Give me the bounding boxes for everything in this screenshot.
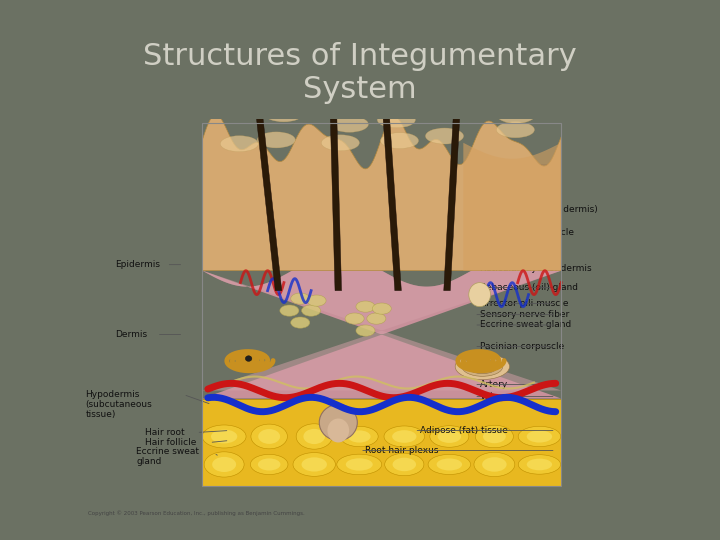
Ellipse shape bbox=[527, 458, 552, 470]
Ellipse shape bbox=[372, 303, 391, 314]
Text: System: System bbox=[303, 75, 417, 104]
Text: Meissner's corpuscle: Meissner's corpuscle bbox=[480, 228, 574, 237]
Text: Hypodermis
(subcutaneous
tissue): Hypodermis (subcutaneous tissue) bbox=[86, 390, 152, 420]
Ellipse shape bbox=[475, 425, 513, 448]
Ellipse shape bbox=[220, 136, 258, 152]
Text: Pacinian corpuscle: Pacinian corpuscle bbox=[480, 342, 564, 351]
Ellipse shape bbox=[330, 116, 369, 132]
Text: Epidermis: Epidermis bbox=[115, 260, 161, 269]
Ellipse shape bbox=[366, 313, 386, 324]
Ellipse shape bbox=[302, 305, 320, 316]
Text: Artery: Artery bbox=[480, 380, 508, 389]
Ellipse shape bbox=[392, 430, 416, 443]
Text: Hair root: Hair root bbox=[145, 428, 185, 437]
Ellipse shape bbox=[430, 426, 469, 447]
Ellipse shape bbox=[258, 458, 281, 470]
Text: Hair follicle: Hair follicle bbox=[145, 438, 197, 447]
Polygon shape bbox=[464, 143, 561, 271]
Ellipse shape bbox=[211, 430, 238, 443]
Ellipse shape bbox=[319, 404, 357, 441]
Ellipse shape bbox=[356, 301, 375, 312]
Ellipse shape bbox=[377, 112, 415, 128]
Polygon shape bbox=[444, 0, 467, 291]
Ellipse shape bbox=[518, 455, 561, 474]
Ellipse shape bbox=[483, 430, 505, 443]
Ellipse shape bbox=[384, 453, 424, 476]
Polygon shape bbox=[202, 255, 561, 390]
Ellipse shape bbox=[346, 458, 373, 471]
Text: Root hair plexus: Root hair plexus bbox=[366, 446, 439, 455]
Polygon shape bbox=[327, 3, 341, 291]
Text: Sebaceous (oil) gland: Sebaceous (oil) gland bbox=[480, 283, 577, 292]
Text: Dermal papillae
(papillary layer of dermis): Dermal papillae (papillary layer of derm… bbox=[480, 195, 598, 214]
Ellipse shape bbox=[303, 429, 325, 444]
Ellipse shape bbox=[302, 457, 327, 471]
Ellipse shape bbox=[280, 305, 299, 316]
Ellipse shape bbox=[321, 135, 359, 151]
Ellipse shape bbox=[348, 430, 371, 443]
Text: Adipose (fat) tissue: Adipose (fat) tissue bbox=[420, 426, 508, 435]
Ellipse shape bbox=[474, 453, 515, 477]
Ellipse shape bbox=[438, 430, 461, 443]
Text: Sweat pore: Sweat pore bbox=[480, 180, 531, 189]
Ellipse shape bbox=[497, 107, 535, 123]
Ellipse shape bbox=[345, 313, 364, 324]
Ellipse shape bbox=[482, 457, 507, 472]
Ellipse shape bbox=[455, 354, 510, 380]
Ellipse shape bbox=[392, 458, 416, 471]
Text: Free nerve ending: Free nerve ending bbox=[480, 252, 562, 261]
Text: Copyright © 2003 Pearson Education, Inc., publishing as Benjamin Cummings.: Copyright © 2003 Pearson Education, Inc.… bbox=[89, 511, 305, 516]
Polygon shape bbox=[244, 8, 282, 291]
Ellipse shape bbox=[436, 458, 462, 470]
Ellipse shape bbox=[526, 430, 552, 443]
Ellipse shape bbox=[307, 295, 326, 306]
Polygon shape bbox=[202, 399, 561, 487]
Ellipse shape bbox=[258, 429, 280, 444]
Text: Vein: Vein bbox=[480, 392, 499, 401]
Text: Structures of Integumentary: Structures of Integumentary bbox=[143, 42, 577, 71]
Ellipse shape bbox=[380, 133, 418, 149]
Ellipse shape bbox=[328, 418, 349, 442]
Ellipse shape bbox=[384, 426, 425, 447]
Ellipse shape bbox=[428, 455, 471, 475]
Polygon shape bbox=[202, 255, 561, 399]
Ellipse shape bbox=[202, 425, 246, 448]
Text: Sensory nerve fiber: Sensory nerve fiber bbox=[480, 310, 569, 319]
Ellipse shape bbox=[496, 122, 534, 138]
Ellipse shape bbox=[251, 454, 288, 475]
Polygon shape bbox=[202, 115, 561, 271]
Text: Hair shaft: Hair shaft bbox=[480, 160, 523, 169]
Ellipse shape bbox=[217, 102, 256, 117]
Ellipse shape bbox=[291, 293, 310, 304]
Ellipse shape bbox=[341, 426, 378, 447]
Ellipse shape bbox=[246, 356, 252, 361]
Ellipse shape bbox=[438, 102, 477, 117]
Ellipse shape bbox=[473, 362, 492, 371]
Polygon shape bbox=[376, 9, 401, 291]
Text: Reticular layer of dermis: Reticular layer of dermis bbox=[480, 264, 591, 273]
Ellipse shape bbox=[426, 128, 464, 144]
Ellipse shape bbox=[257, 132, 295, 148]
Ellipse shape bbox=[204, 452, 244, 477]
Ellipse shape bbox=[293, 453, 336, 476]
Ellipse shape bbox=[265, 106, 302, 122]
Ellipse shape bbox=[356, 325, 375, 336]
Ellipse shape bbox=[469, 282, 490, 307]
Text: Eccrine sweat
gland: Eccrine sweat gland bbox=[136, 447, 199, 466]
Ellipse shape bbox=[462, 357, 503, 376]
Ellipse shape bbox=[518, 427, 561, 447]
Ellipse shape bbox=[467, 360, 498, 374]
Ellipse shape bbox=[337, 454, 382, 475]
Ellipse shape bbox=[291, 317, 310, 328]
Text: Eccrine sweat gland: Eccrine sweat gland bbox=[480, 321, 571, 329]
Text: Arrector pili muscle: Arrector pili muscle bbox=[480, 299, 568, 308]
Text: Dermis: Dermis bbox=[115, 330, 148, 339]
Ellipse shape bbox=[251, 424, 287, 449]
Ellipse shape bbox=[212, 457, 236, 472]
Ellipse shape bbox=[296, 424, 332, 449]
